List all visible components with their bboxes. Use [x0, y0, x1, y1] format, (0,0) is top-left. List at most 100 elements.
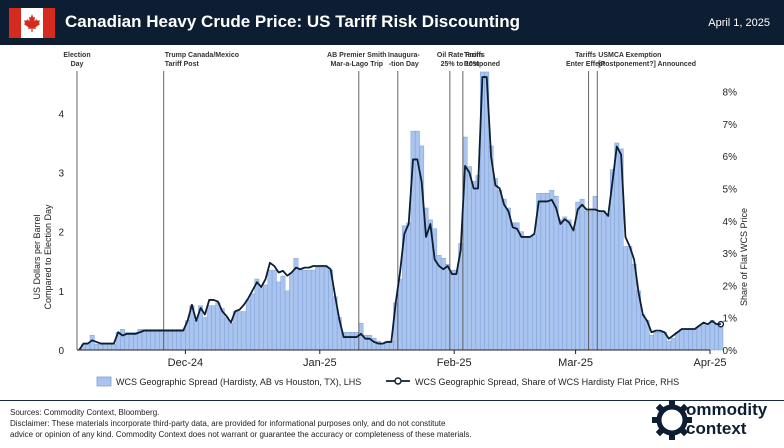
bar-day-141	[688, 329, 693, 351]
bar-day-140	[683, 329, 689, 351]
x-tick-label: Dec-24	[168, 357, 203, 369]
y-tick-label: 0	[58, 346, 64, 357]
annotation-label: Election	[63, 52, 90, 59]
x-tick-label: Mar-25	[558, 357, 593, 369]
bar-day-96	[492, 178, 498, 351]
annotation-label: Tariffs	[575, 52, 596, 59]
bar-day-67	[367, 334, 373, 351]
bar-day-53	[306, 269, 312, 351]
bar-day-24	[180, 329, 186, 351]
x-axis-ticks: Dec-24 Jan-25 Feb-25 Mar-25 Apr-25	[168, 350, 727, 369]
y-axis-ticks: 0 1 2 3 4	[58, 109, 64, 357]
spread-bars	[81, 71, 724, 351]
legend-label-bars: WCS Geographic Spread (Hardisty, AB vs H…	[116, 377, 361, 387]
bar-day-139	[679, 329, 685, 351]
bar-day-49	[289, 272, 295, 351]
bar-day-133	[653, 332, 659, 351]
bar-day-29	[202, 317, 208, 351]
bar-day-84	[440, 258, 446, 351]
logo-text-commodity: ommodity	[686, 400, 768, 419]
bar-day-6	[102, 343, 108, 351]
bar-day-10	[120, 329, 125, 351]
bar-day-142	[692, 329, 698, 351]
bar-day-22	[172, 329, 177, 351]
bar-day-136	[666, 340, 672, 351]
y2-tick-label: 6%	[723, 152, 738, 163]
bar-day-42	[258, 287, 264, 351]
bar-day-86	[449, 269, 455, 351]
bar-day-100	[510, 222, 516, 351]
bar-day-41	[254, 278, 260, 351]
bar-day-110	[553, 195, 559, 351]
bar-day-91	[471, 181, 477, 351]
tariff-discount-chart: Election Day Trump Canada/Mexico Tariff Pos…	[32, 52, 749, 387]
bar-day-118	[588, 210, 594, 351]
bar-day-119	[592, 195, 598, 351]
annotation-label: -tion Day	[389, 61, 419, 68]
annotation-label: AB Premier Smith	[327, 52, 387, 59]
y-axis-title-line-2: Compared to Election Day	[43, 204, 53, 310]
footer-divider	[0, 400, 784, 401]
bar-day-113	[566, 219, 572, 351]
bar-day-32	[215, 302, 221, 351]
bar-day-15	[141, 329, 147, 351]
bar-day-83	[436, 255, 442, 351]
bar-day-27	[193, 320, 199, 351]
bar-day-63	[349, 332, 355, 351]
bar-day-121	[601, 210, 607, 351]
x-tick-label: Apr-25	[693, 357, 726, 369]
bar-day-38	[241, 311, 247, 351]
annotation-label: USMCA Exemption	[598, 52, 661, 59]
y2-tick-label: 5%	[723, 185, 738, 196]
bar-day-143	[696, 326, 702, 351]
bar-day-31	[211, 305, 216, 351]
bar-day-45	[271, 269, 277, 351]
bar-day-146	[709, 320, 715, 351]
x-tick-label: Feb-25	[437, 357, 472, 369]
disclaimer-text-1: Disclaimer: These materials incorporate …	[10, 419, 446, 428]
share-line	[78, 76, 721, 351]
bar-day-132	[649, 334, 654, 351]
annotation-label: Oil Rate From	[437, 52, 483, 59]
logo-text-context: context	[686, 419, 747, 438]
bar-day-137	[670, 337, 676, 351]
bar-day-144	[701, 323, 706, 351]
bar-day-95	[488, 145, 494, 351]
bar-day-33	[219, 308, 225, 351]
bar-day-97	[497, 190, 503, 351]
legend-label-line: WCS Geographic Spread, Share of WCS Hard…	[415, 377, 679, 387]
annotation-label: Enter Effect	[566, 61, 606, 68]
bar-day-117	[584, 210, 589, 351]
bar-day-134	[657, 332, 663, 351]
bar-day-3	[89, 334, 95, 351]
bar-day-111	[558, 219, 563, 351]
bar-day-7	[107, 343, 112, 351]
bar-day-99	[505, 207, 511, 351]
annotation-label: [Postponement?] Announced	[598, 61, 696, 68]
bar-day-112	[562, 216, 568, 351]
bar-day-85	[445, 263, 451, 351]
bar-day-43	[263, 284, 269, 351]
bar-day-4	[94, 343, 99, 351]
annotation-label: Tariff Post	[165, 61, 200, 68]
x-tick-label: Jan-25	[303, 357, 337, 369]
footer-notes: Sources: Commodity Context, Bloomberg. D…	[10, 407, 472, 440]
bar-day-57	[323, 266, 329, 351]
y2-tick-label: 0%	[723, 346, 738, 357]
annotation-label: Inaugura-	[388, 52, 421, 59]
bar-day-16	[146, 329, 151, 351]
annotation-label: Tariffs	[464, 52, 485, 59]
bar-day-2	[85, 343, 91, 351]
bar-day-52	[302, 269, 308, 351]
annotation-label: Day	[71, 61, 84, 68]
bar-day-19	[159, 329, 164, 351]
bar-day-120	[597, 210, 602, 351]
canada-flag-icon	[9, 8, 55, 38]
bar-day-21	[167, 329, 173, 351]
y2-axis-title: Share of Flat WCS Price	[739, 208, 749, 306]
bar-day-105	[531, 234, 537, 351]
bar-day-76	[406, 222, 412, 351]
bar-day-13	[133, 332, 138, 351]
bar-day-70	[380, 343, 386, 351]
bar-day-127	[627, 246, 633, 351]
